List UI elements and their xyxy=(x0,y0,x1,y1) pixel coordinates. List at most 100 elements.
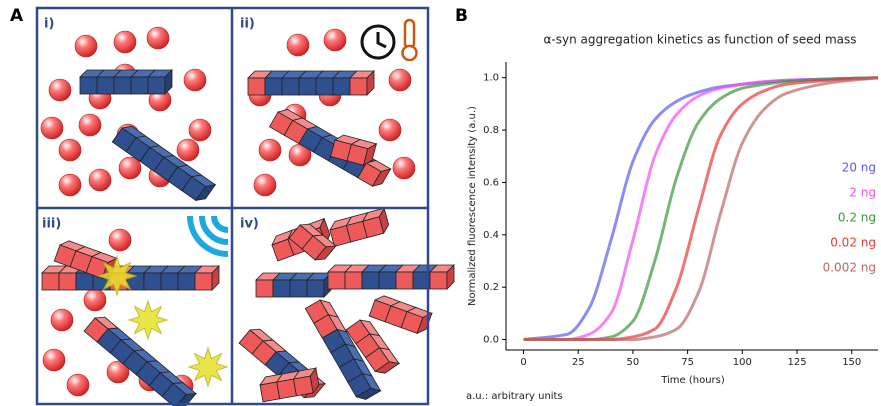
cube xyxy=(195,273,212,290)
cube xyxy=(350,78,367,95)
cube xyxy=(277,379,297,399)
fibril xyxy=(256,273,331,297)
flash xyxy=(98,257,136,295)
cube xyxy=(379,272,396,289)
legend-entry: 20 ng xyxy=(842,161,876,175)
monomer xyxy=(79,114,101,136)
x-tick-label: 125 xyxy=(787,357,806,368)
fibril xyxy=(80,70,172,94)
icon xyxy=(403,46,417,60)
cube xyxy=(307,280,324,297)
y-tick-label: 0.8 xyxy=(483,125,499,136)
cube xyxy=(161,273,178,290)
cube xyxy=(333,78,350,95)
monomer xyxy=(59,139,81,161)
x-tick-label: 0 xyxy=(520,357,526,368)
cube xyxy=(42,273,59,290)
monomer xyxy=(254,174,276,196)
y-axis-label: Normalized fluorescence intensity (a.u.) xyxy=(467,106,478,306)
icon xyxy=(378,32,386,47)
fibril xyxy=(328,208,390,246)
monomer xyxy=(109,229,131,251)
subpanel-label: ii) xyxy=(240,17,255,32)
fibril xyxy=(369,293,432,335)
cube xyxy=(256,280,273,297)
legend-entry: 0.02 ng xyxy=(830,236,876,250)
monomer xyxy=(189,119,211,141)
cube xyxy=(273,280,290,297)
x-tick-label: 100 xyxy=(733,357,752,368)
cube xyxy=(362,272,379,289)
cube xyxy=(76,273,93,290)
cube xyxy=(299,78,316,95)
monomer xyxy=(324,29,346,51)
monomer xyxy=(147,27,169,49)
cube xyxy=(260,382,280,402)
x-tick-label: 75 xyxy=(681,357,694,368)
x-axis-label: Time (hours) xyxy=(660,375,725,386)
cube xyxy=(148,77,165,94)
cube xyxy=(248,78,265,95)
monomer xyxy=(119,157,141,179)
cube xyxy=(430,272,447,289)
cube xyxy=(345,272,362,289)
cube xyxy=(178,273,195,290)
monomer xyxy=(75,35,97,57)
monomer xyxy=(389,69,411,91)
legend-entry: 2 ng xyxy=(849,186,876,200)
signal xyxy=(214,216,228,230)
icon xyxy=(405,20,414,48)
monomer xyxy=(51,309,73,331)
cube xyxy=(59,273,76,290)
monomer xyxy=(89,169,111,191)
subpanel-label: i) xyxy=(44,17,54,32)
subpanel-label: iii) xyxy=(42,217,61,232)
subpanel-label: iv) xyxy=(240,217,259,232)
fibril xyxy=(328,265,454,289)
y-tick-label: 0.0 xyxy=(483,335,499,346)
monomer xyxy=(43,349,65,371)
monomer xyxy=(379,119,401,141)
figure: A B i) ii) iii) iv) α-syn aggregation ki… xyxy=(0,0,881,406)
cube xyxy=(97,77,114,94)
monomer xyxy=(393,157,415,179)
cube xyxy=(316,78,333,95)
panel-label: B xyxy=(455,6,468,26)
cube xyxy=(144,273,161,290)
monomer xyxy=(177,139,199,161)
cube xyxy=(80,77,97,94)
monomer xyxy=(184,69,206,91)
x-tick-label: 150 xyxy=(842,357,861,368)
cube xyxy=(396,272,413,289)
y-tick-label: 0.2 xyxy=(483,282,499,293)
footnote: a.u.: arbitrary units xyxy=(466,391,563,402)
schematic xyxy=(41,20,454,406)
cube xyxy=(265,78,282,95)
monomer xyxy=(84,289,106,311)
x-tick-label: 25 xyxy=(572,357,585,368)
fibril xyxy=(289,220,336,265)
cube xyxy=(114,77,131,94)
cube xyxy=(290,280,307,297)
monomer xyxy=(287,34,309,56)
cube xyxy=(282,78,299,95)
flash xyxy=(129,301,167,339)
y-tick-label: 0.6 xyxy=(483,177,499,188)
y-tick-label: 1.0 xyxy=(483,73,499,84)
x-tick-label: 50 xyxy=(627,357,640,368)
monomer xyxy=(259,139,281,161)
y-tick-label: 0.4 xyxy=(483,230,499,241)
flash xyxy=(189,348,227,386)
cube xyxy=(293,376,313,396)
panel-label: A xyxy=(10,6,24,26)
cube xyxy=(328,272,345,289)
legend-entry: 0.002 ng xyxy=(823,261,876,275)
legend-entry: 0.2 ng xyxy=(838,211,876,225)
monomer xyxy=(114,31,136,53)
chart-title: α-syn aggregation kinetics as function o… xyxy=(543,33,856,47)
series-line xyxy=(524,78,878,340)
monomer xyxy=(49,79,71,101)
fibril xyxy=(248,71,374,95)
cube xyxy=(131,77,148,94)
monomer xyxy=(41,117,63,139)
